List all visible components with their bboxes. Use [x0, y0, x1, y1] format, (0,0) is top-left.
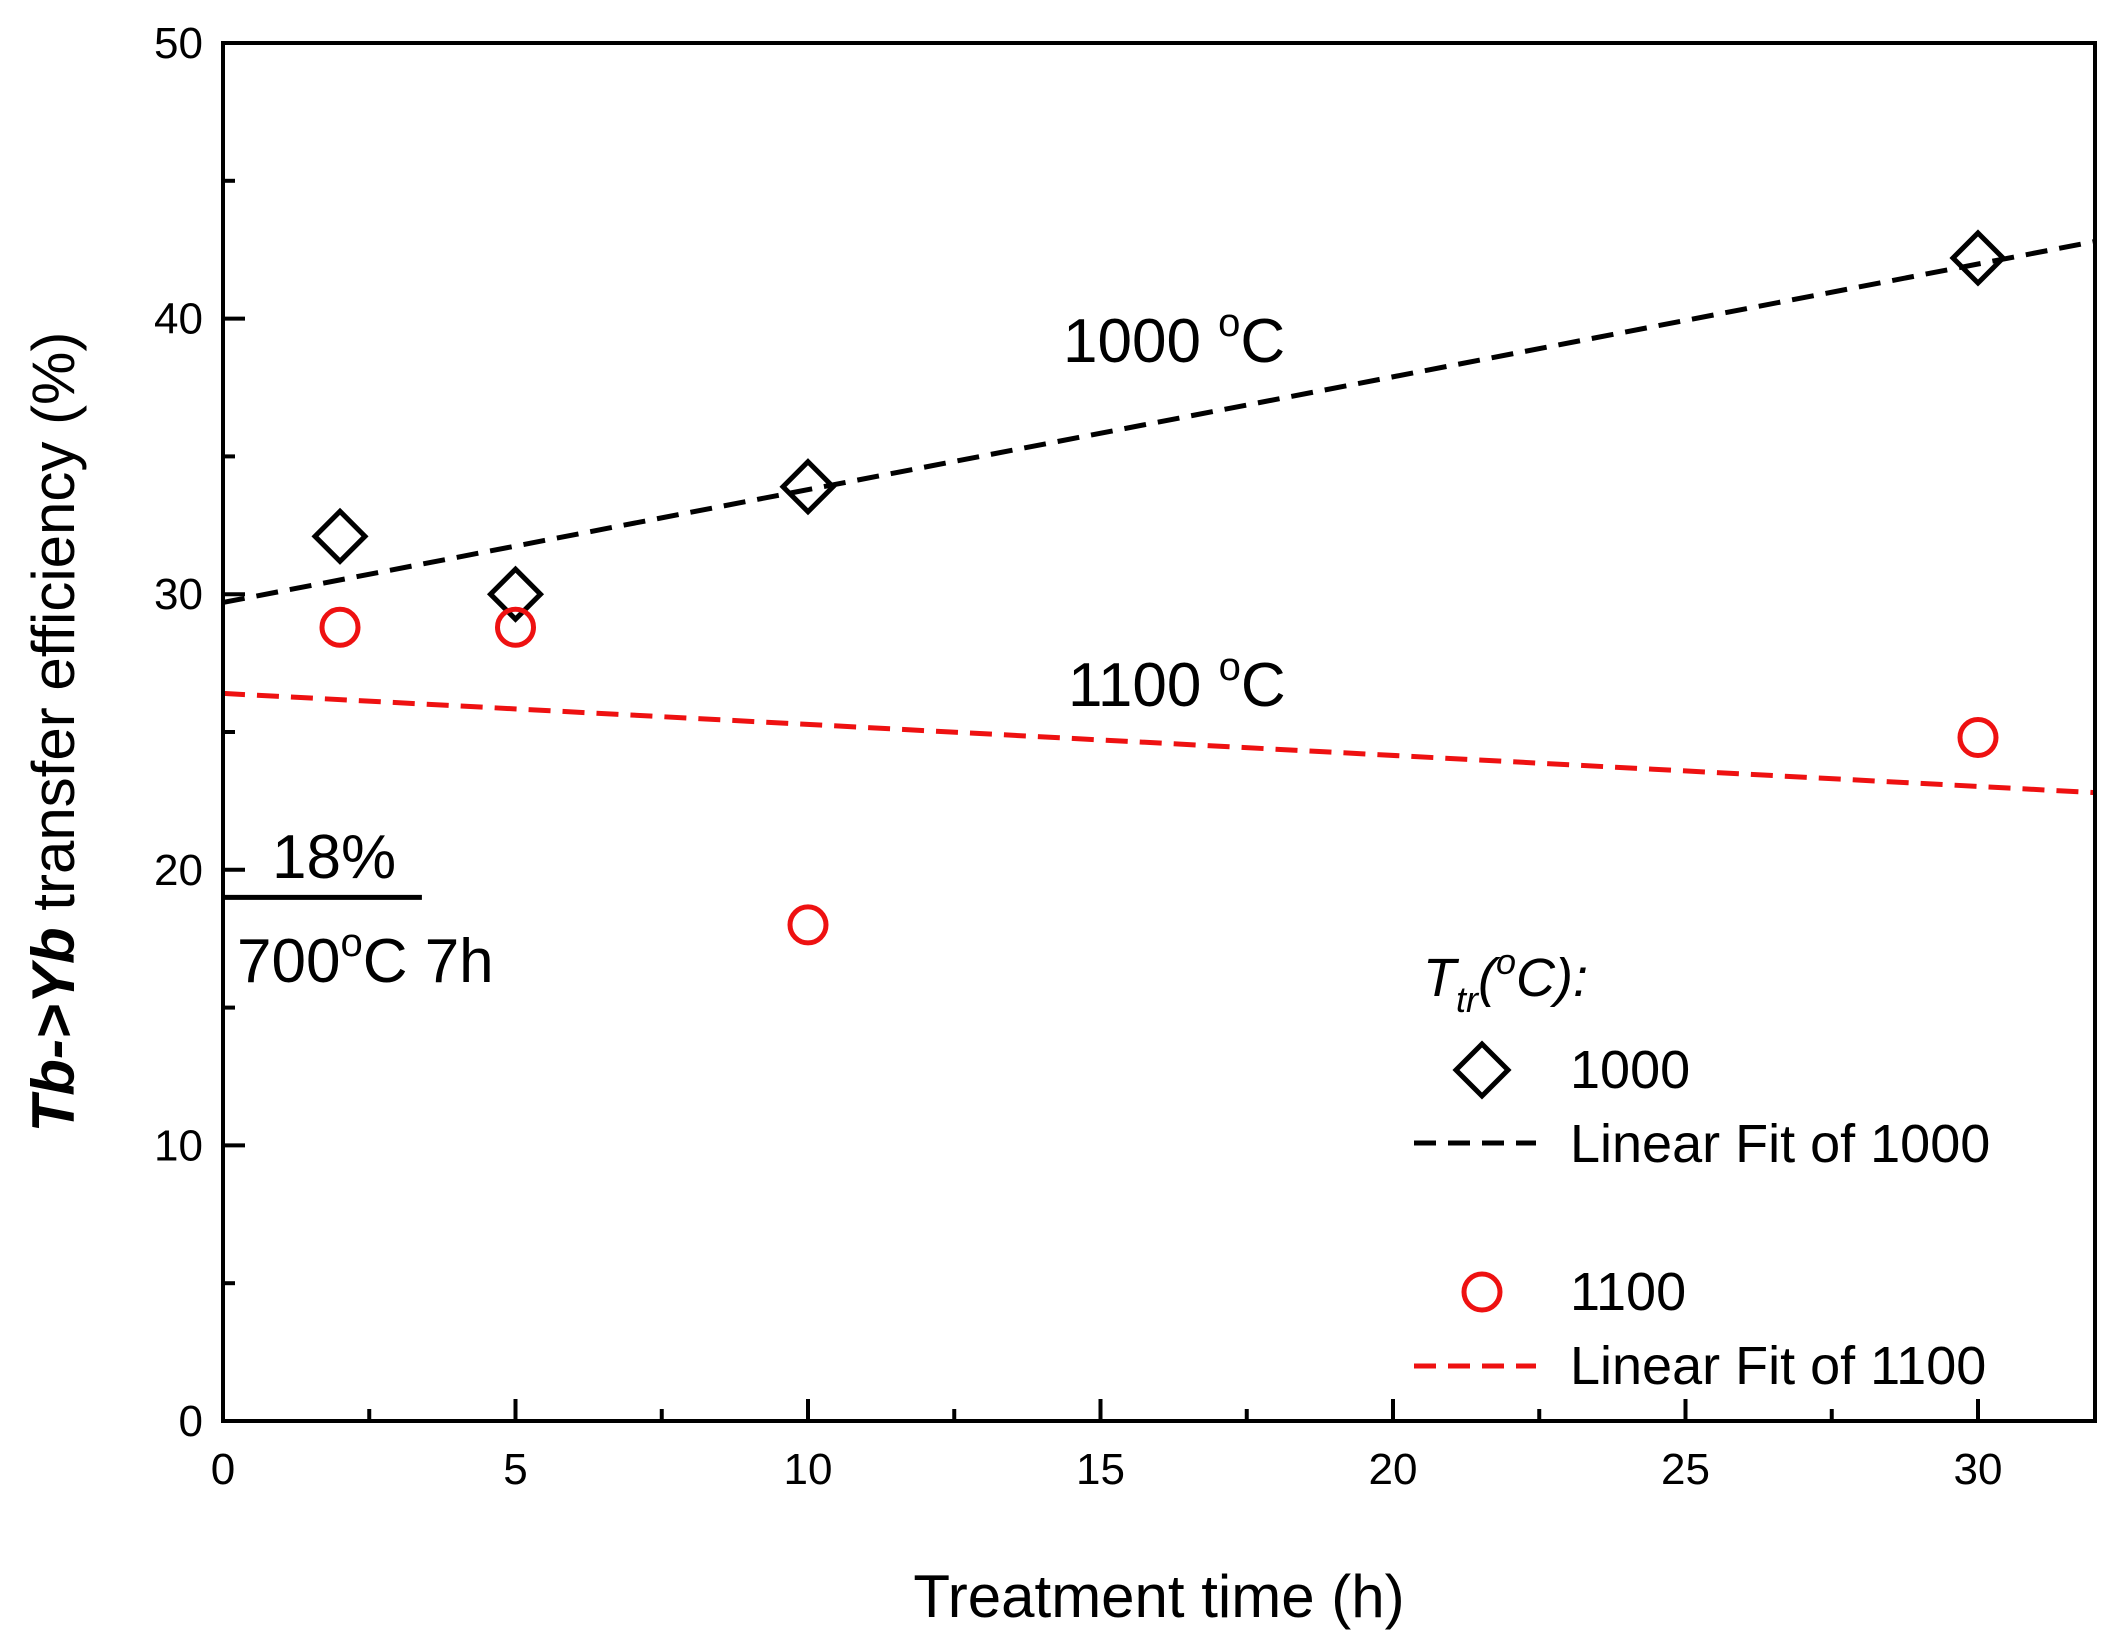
data-point-1100: [495, 606, 536, 648]
y-tick-label: 20: [154, 846, 203, 895]
y-tick-labels: 0 10 20 30 40 50: [154, 19, 203, 1446]
x-tick-labels: 0 5 10 15 20 25 30: [211, 1445, 2003, 1494]
legend-label-fit-1000: Linear Fit of 1000: [1570, 1114, 1990, 1174]
fit-line-1100: [222, 690, 2096, 796]
legend: Ttr(oC): 1000 Linear Fit of 1000 1100 Li…: [1414, 941, 1990, 1396]
fit-line-1000: [222, 238, 2096, 605]
x-tick-label: 20: [1369, 1445, 1418, 1494]
data-point-1000: [311, 507, 369, 565]
annotation-1000: 1000 oC: [1063, 301, 1285, 376]
x-tick-label: 25: [1661, 1445, 1710, 1494]
y-tick-label: 40: [154, 295, 203, 344]
reference-label-above: 18%: [272, 823, 396, 892]
y-tick-label: 10: [154, 1121, 203, 1170]
data-point-1000: [486, 565, 545, 623]
x-tick-label: 0: [211, 1445, 235, 1494]
legend-diamond-icon: [1452, 1040, 1512, 1100]
data-markers: [311, 229, 2007, 946]
y-tick-label: 50: [154, 19, 203, 68]
reference-label-below: 700oC 7h: [237, 921, 494, 996]
y-axis-title-rest: transfer efficiency (%): [20, 332, 87, 928]
fit-lines: [222, 238, 2096, 796]
x-tick-label: 15: [1076, 1445, 1125, 1494]
data-point-1100: [1957, 717, 1999, 759]
legend-label-1000: 1000: [1570, 1040, 1690, 1100]
data-point-1100: [319, 606, 361, 648]
y-axis-title: Tb->Yb transfer efficiency (%): [20, 332, 87, 1133]
y-tick-label: 30: [154, 570, 203, 619]
y-axis-title-bold: Tb->Yb: [20, 927, 87, 1132]
legend-label-fit-1100: Linear Fit of 1100: [1570, 1336, 1986, 1396]
x-tick-label: 5: [503, 1445, 527, 1494]
data-point-1000: [1949, 229, 2007, 287]
annotation-1100: 1100 oC: [1068, 645, 1286, 720]
legend-title: Ttr(oC):: [1423, 941, 1588, 1020]
plot-frame: [221, 41, 2097, 1423]
x-tick-label: 10: [784, 1445, 833, 1494]
axis-ticks: [221, 41, 1980, 1423]
data-point-1000: [779, 458, 837, 516]
x-axis-title: Treatment time (h): [913, 1563, 1404, 1630]
data-point-1100: [787, 904, 829, 946]
y-tick-label: 0: [179, 1397, 203, 1446]
legend-circle-icon: [1461, 1271, 1503, 1313]
x-tick-label: 30: [1954, 1445, 2003, 1494]
legend-label-1100: 1100: [1570, 1262, 1686, 1322]
